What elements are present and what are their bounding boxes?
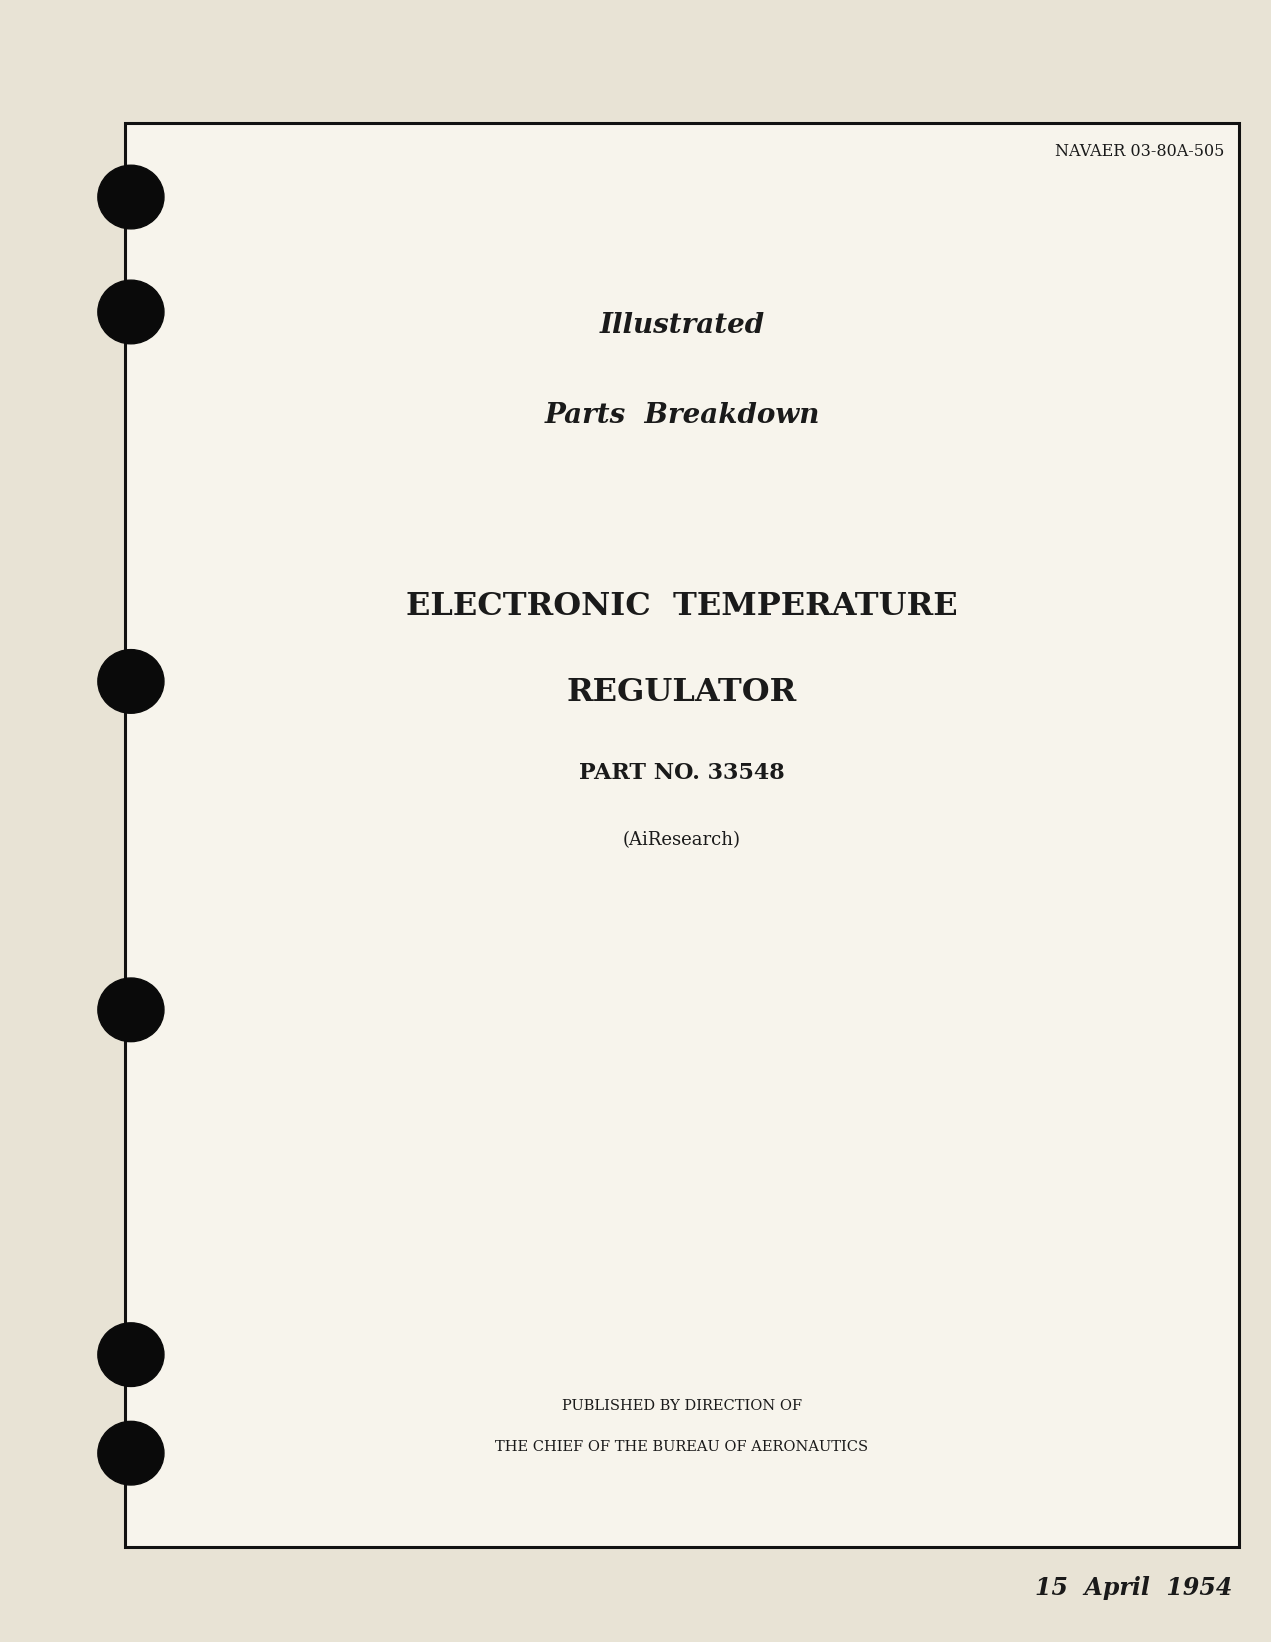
Ellipse shape <box>98 650 164 713</box>
Ellipse shape <box>98 166 164 228</box>
Text: NAVAER 03-80A-505: NAVAER 03-80A-505 <box>1055 143 1224 159</box>
Text: THE CHIEF OF THE BUREAU OF AERONAUTICS: THE CHIEF OF THE BUREAU OF AERONAUTICS <box>496 1440 868 1455</box>
Text: ELECTRONIC  TEMPERATURE: ELECTRONIC TEMPERATURE <box>405 591 958 622</box>
Text: PART NO. 33548: PART NO. 33548 <box>580 762 784 783</box>
Ellipse shape <box>98 1323 164 1386</box>
Text: Parts  Breakdown: Parts Breakdown <box>544 402 820 429</box>
Text: REGULATOR: REGULATOR <box>567 677 797 708</box>
Text: PUBLISHED BY DIRECTION OF: PUBLISHED BY DIRECTION OF <box>562 1399 802 1414</box>
Ellipse shape <box>98 1422 164 1484</box>
Bar <box>125 123 1239 1547</box>
Ellipse shape <box>98 281 164 343</box>
Text: Illustrated: Illustrated <box>600 312 764 338</box>
Ellipse shape <box>98 979 164 1041</box>
Text: 15  April  1954: 15 April 1954 <box>1036 1576 1233 1601</box>
Text: (AiResearch): (AiResearch) <box>623 831 741 849</box>
